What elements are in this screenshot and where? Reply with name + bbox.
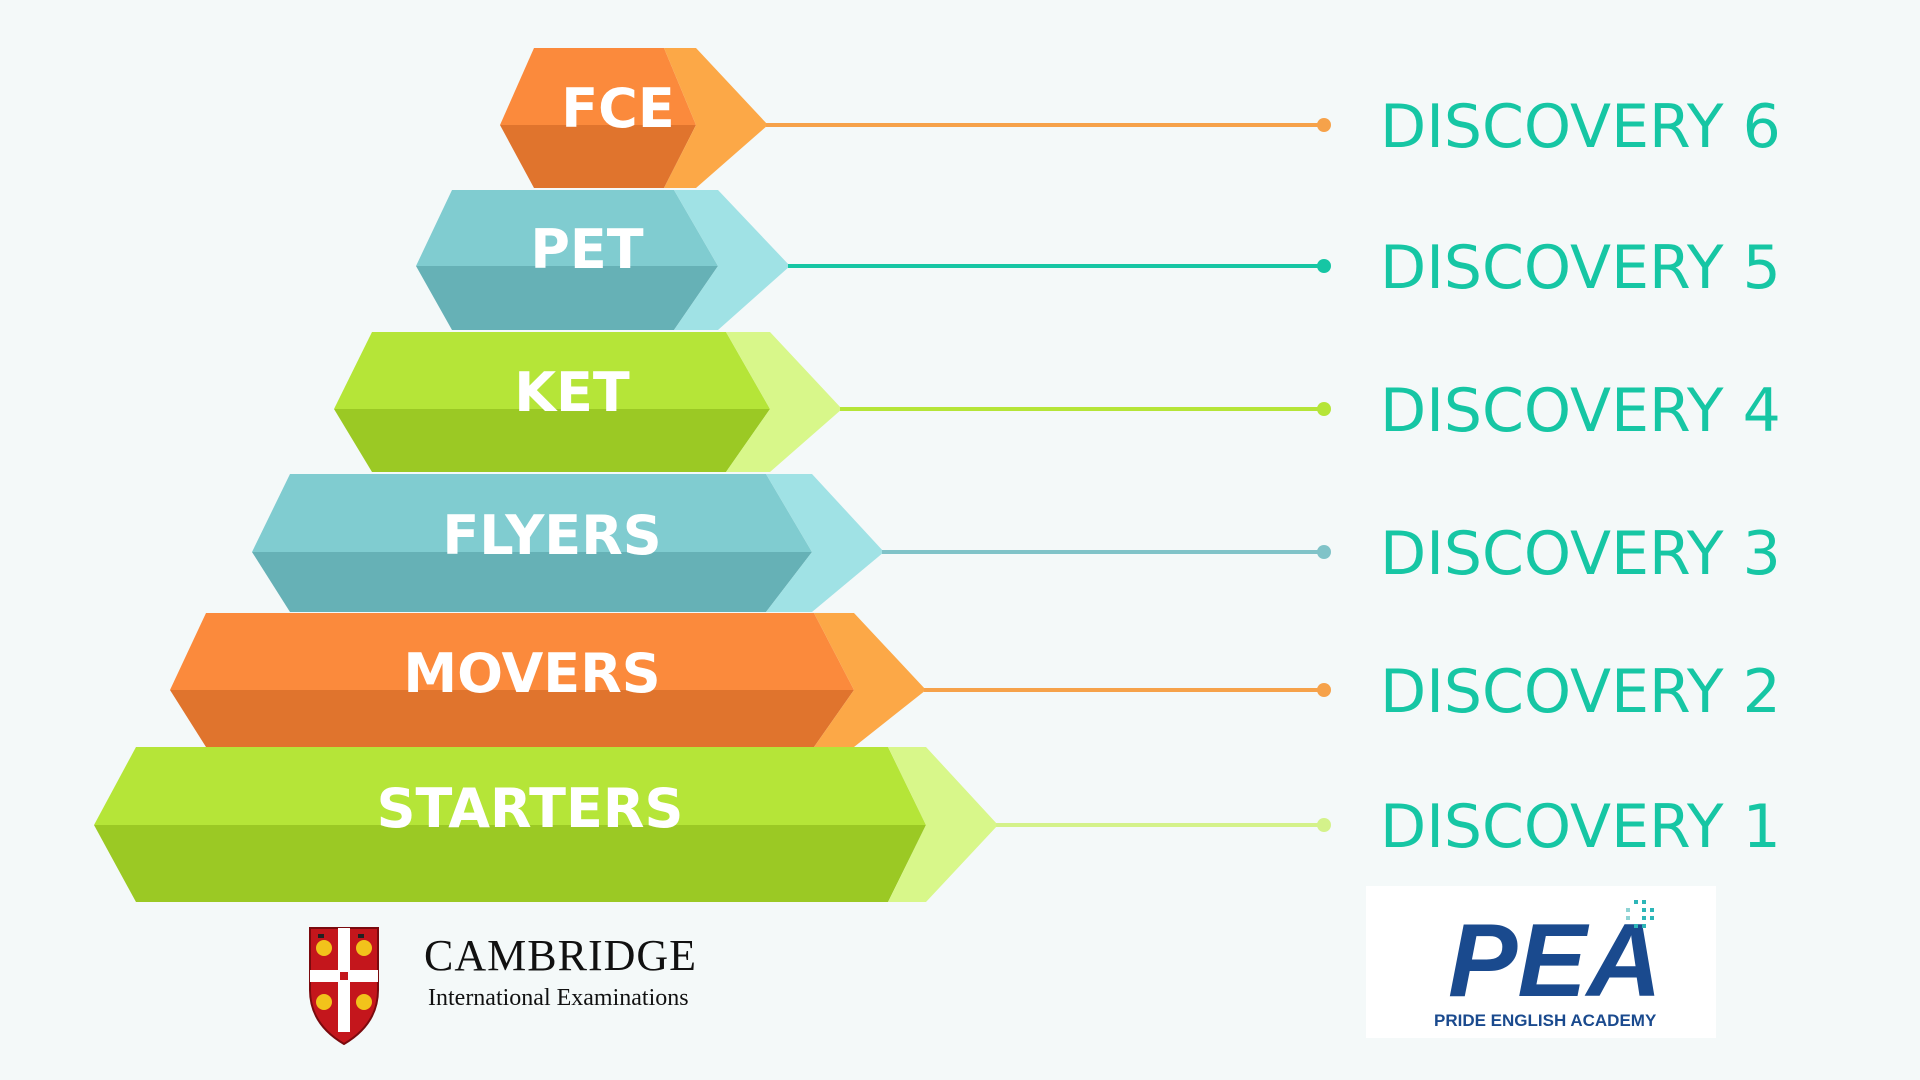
pea-subtitle: PRIDE ENGLISH ACADEMY [1434, 1011, 1657, 1030]
tier-side-facet [814, 613, 926, 747]
tier-face-bottom [416, 266, 718, 330]
tier-label: STARTERS [377, 777, 684, 840]
tier-face-top [334, 332, 770, 409]
tier-face-top [252, 474, 812, 552]
connector-dot [1317, 683, 1331, 697]
tier-label: MOVERS [403, 642, 660, 705]
tier-side-facet [674, 190, 790, 330]
connector-dot [1317, 259, 1331, 273]
tier-label: KET [514, 361, 630, 424]
tier-face-top [500, 48, 696, 125]
tier-side-facet [664, 48, 768, 188]
tier-side-facet [766, 474, 884, 612]
discovery-label: DISCOVERY 6 [1380, 92, 1781, 162]
discovery-label: DISCOVERY 5 [1380, 233, 1781, 303]
pyramid-tier: MOVERS DISCOVERY 2 [170, 613, 1781, 747]
connector-dot [1317, 818, 1331, 832]
tier-face-top [416, 190, 718, 266]
pyramid-tier: PET DISCOVERY 5 [416, 190, 1781, 330]
discovery-label: DISCOVERY 1 [1380, 792, 1781, 862]
pea-arrow-icon [1626, 900, 1654, 928]
discovery-label: DISCOVERY 2 [1380, 657, 1781, 727]
tier-side-facet [726, 332, 842, 472]
pyramid-tier: KET DISCOVERY 4 [334, 332, 1781, 472]
tier-label: FLYERS [442, 504, 661, 567]
connector-dot [1317, 402, 1331, 416]
tier-face-bottom [94, 825, 926, 902]
pea-logo: PEA PRIDE ENGLISH ACADEMY [1366, 886, 1716, 1038]
pyramid-tier: FCE DISCOVERY 6 [500, 48, 1781, 188]
connector-dot [1317, 545, 1331, 559]
tier-face-bottom [334, 409, 770, 472]
tier-face-top [170, 613, 854, 690]
connector-dot [1317, 118, 1331, 132]
tier-face-bottom [170, 690, 854, 747]
pyramid-tiers: FCE DISCOVERY 6 PET DISCOVERY 5 KET DISCOVERY… [94, 48, 1781, 902]
tier-label: PET [530, 218, 643, 281]
discovery-label: DISCOVERY 3 [1380, 519, 1781, 589]
tier-face-bottom [500, 125, 696, 188]
tier-label: FCE [561, 77, 674, 140]
discovery-label: DISCOVERY 4 [1380, 376, 1781, 446]
cambridge-crest-icon [309, 927, 379, 1046]
cambridge-subtitle: International Examinations [428, 985, 689, 1011]
tier-face-top [94, 747, 926, 825]
pyramid-tier: STARTERS DISCOVERY 1 [94, 747, 1781, 902]
pyramid-tier: FLYERS DISCOVERY 3 [252, 474, 1781, 612]
tier-face-bottom [252, 552, 812, 612]
cambridge-name: CAMBRIDGE [424, 931, 697, 980]
cambridge-logo: CAMBRIDGE International Examinations [309, 927, 697, 1046]
pea-mark: PEA [1448, 903, 1662, 1019]
tier-side-facet [888, 747, 998, 902]
